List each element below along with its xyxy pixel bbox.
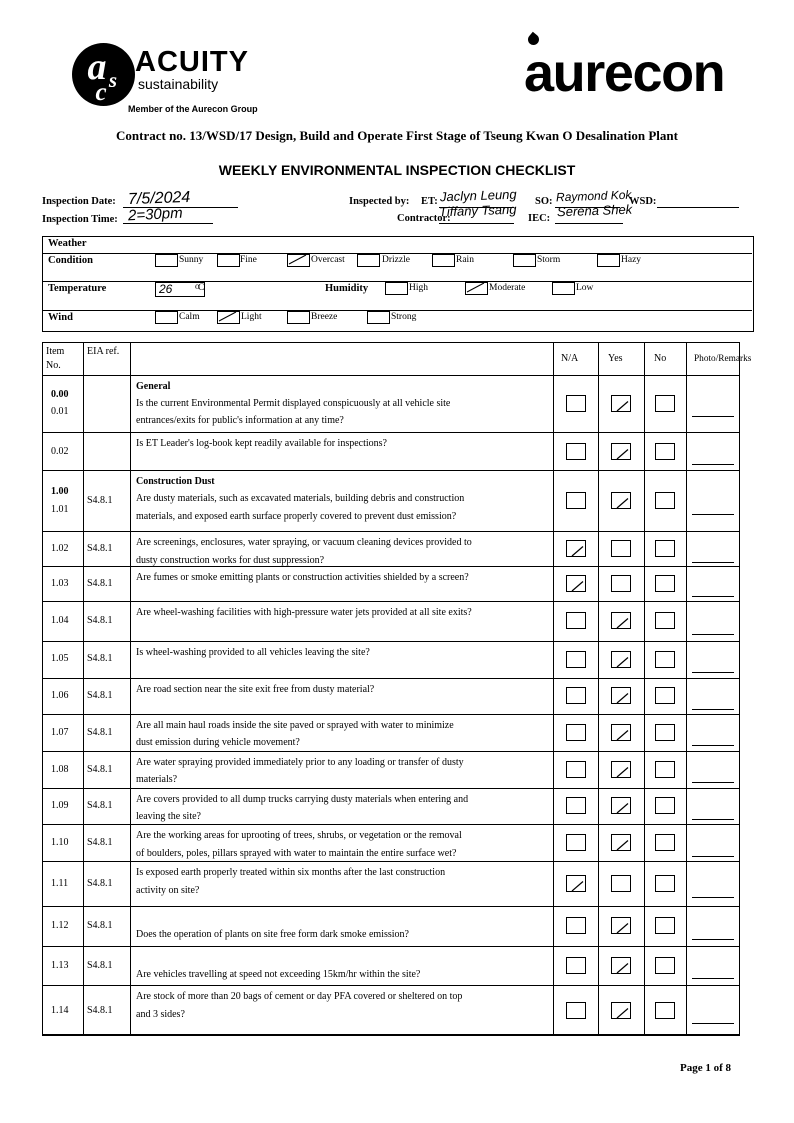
svg-text:c: c	[95, 79, 106, 106]
svg-text:s: s	[108, 68, 117, 92]
